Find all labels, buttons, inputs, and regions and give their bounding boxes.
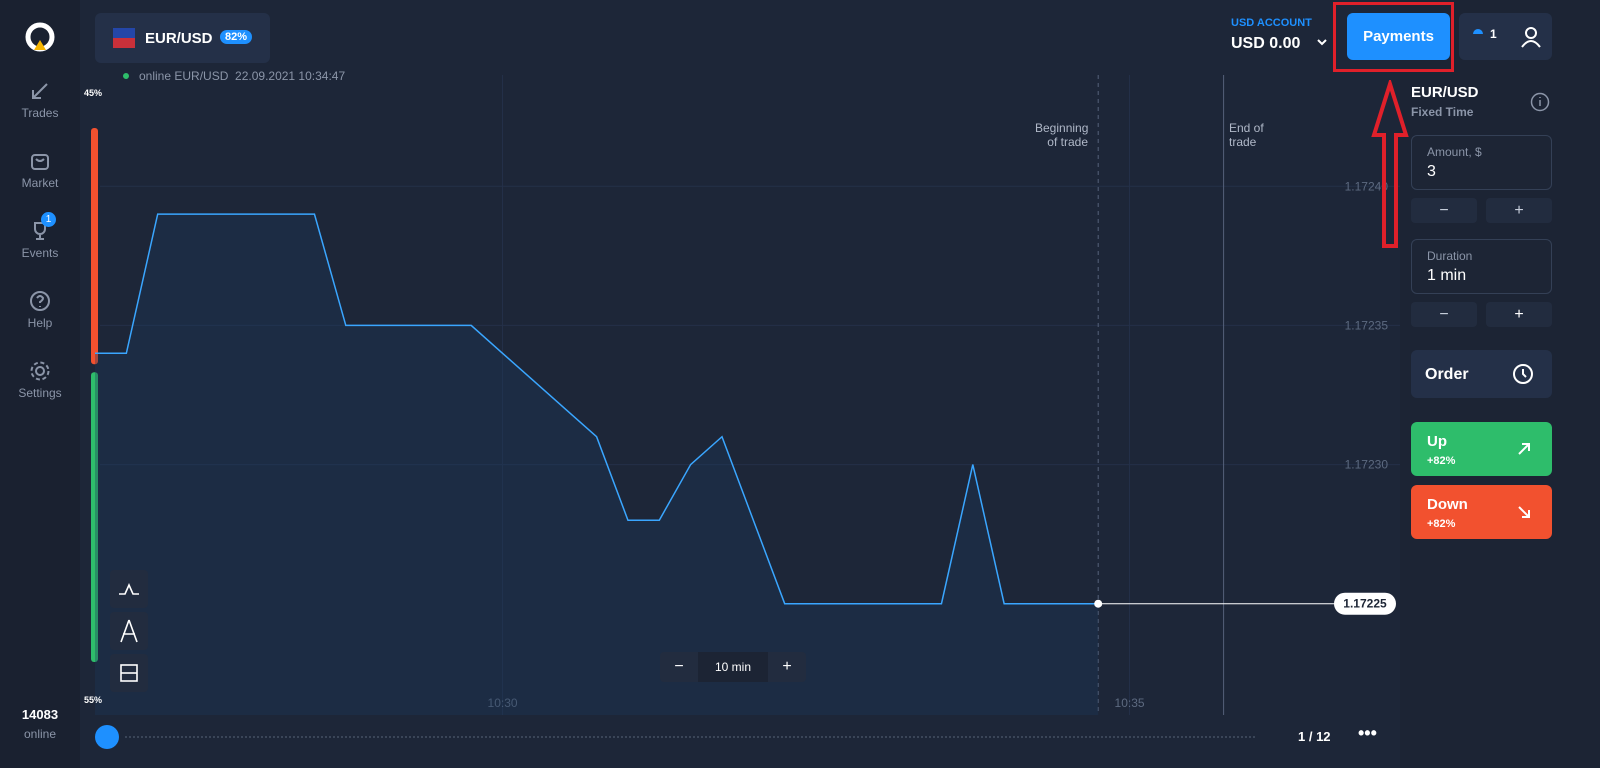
nav-trades[interactable]: Trades xyxy=(0,80,80,120)
clock-icon xyxy=(1513,364,1533,384)
panel-mode: Fixed Time xyxy=(1411,105,1474,119)
down-button[interactable]: Down +82% xyxy=(1411,485,1552,539)
amount-value: 3 xyxy=(1427,163,1436,180)
amount-label: Amount, $ xyxy=(1427,145,1482,159)
up-arrow xyxy=(1518,443,1530,455)
asset-tab[interactable]: EUR/USD 82% xyxy=(95,13,270,63)
amount-field[interactable]: Amount, $ 3 xyxy=(1411,135,1552,190)
duration-plus[interactable]: + xyxy=(1486,302,1552,327)
sentiment-down xyxy=(91,128,98,365)
zoom-control: − 10 min + xyxy=(660,652,806,682)
sidebar: Trades Market Events 1 Help Settings 140… xyxy=(0,0,80,768)
down-label: Down xyxy=(1427,496,1468,513)
events-badge: 1 xyxy=(41,212,56,227)
nav-label: Help xyxy=(27,316,53,330)
sentiment-up-label: 55% xyxy=(84,695,103,705)
online-label: online xyxy=(23,727,57,741)
timeframe[interactable]: 10 min xyxy=(698,652,768,682)
current-price-tag xyxy=(1334,592,1396,615)
annotation-end: End of trade xyxy=(1229,121,1264,149)
nav-help[interactable]: Help xyxy=(0,290,80,330)
nav-label: Trades xyxy=(21,106,59,120)
y-tick-label: 1.17235 xyxy=(1345,318,1389,332)
chart-type-button[interactable] xyxy=(110,570,148,608)
order-button[interactable]: Order xyxy=(1411,350,1552,398)
profile-icon[interactable] xyxy=(1519,25,1543,49)
duration-label: Duration xyxy=(1427,249,1473,263)
logo xyxy=(25,22,55,52)
drawing-button[interactable] xyxy=(110,612,148,650)
trades-icon xyxy=(1473,29,1483,34)
amount-minus[interactable]: − xyxy=(1411,198,1477,223)
highlight-box xyxy=(1333,2,1454,72)
down-arrow xyxy=(1518,506,1530,518)
info-icon[interactable] xyxy=(1530,92,1550,112)
up-button[interactable]: Up +82% xyxy=(1411,422,1552,476)
nav-events[interactable]: Events 1 xyxy=(0,212,80,260)
open-trades[interactable]: 1 xyxy=(1490,27,1497,41)
nav-settings[interactable]: Settings xyxy=(0,360,80,400)
price-line xyxy=(95,213,1099,605)
nav-label: Events xyxy=(21,246,59,260)
y-tick-label: 1.17230 xyxy=(1345,458,1389,472)
payments-button[interactable]: Payments xyxy=(1347,13,1450,60)
flag xyxy=(113,28,135,48)
asset-name: EUR/USD xyxy=(145,30,213,47)
nav-label: Settings xyxy=(18,386,62,400)
timeline xyxy=(125,736,1255,738)
nav-market[interactable]: Market xyxy=(0,150,80,190)
x-tick-label: 10:30 xyxy=(488,696,518,710)
duration-value: 1 min xyxy=(1427,267,1467,284)
asset-payout: 82% xyxy=(220,30,253,44)
nav-label: Market xyxy=(21,176,59,190)
sentiment-down-label: 45% xyxy=(84,88,103,98)
y-tick-label: 1.17240 xyxy=(1345,179,1389,193)
order-label: Order xyxy=(1425,366,1469,383)
down-payout: +82% xyxy=(1427,518,1456,530)
account-label: USD ACCOUNT xyxy=(1231,17,1312,29)
dropdown-caret[interactable] xyxy=(1316,38,1328,48)
arrow-annotation xyxy=(1371,80,1409,248)
plot-background xyxy=(80,0,1400,768)
page-indicator: 1 / 12 xyxy=(1298,729,1331,744)
online-count: 14083 xyxy=(21,707,59,722)
timeline-start[interactable] xyxy=(95,725,119,749)
duration-minus[interactable]: − xyxy=(1411,302,1477,327)
status-dot xyxy=(123,73,129,79)
annotation-begin: Beginning of trade xyxy=(1035,121,1089,149)
amount-plus[interactable]: + xyxy=(1486,198,1552,223)
duration-field[interactable]: Duration 1 min xyxy=(1411,239,1552,294)
user-box: 1 xyxy=(1459,13,1552,60)
layout-button[interactable] xyxy=(110,654,148,692)
price-area xyxy=(95,214,1099,715)
zoom-out[interactable]: − xyxy=(674,658,684,675)
current-price-dot xyxy=(1094,599,1103,608)
panel-asset: EUR/USD xyxy=(1411,84,1479,101)
status-text: online EUR/USD 22.09.2021 10:34:47 xyxy=(139,69,346,83)
current-price-label: 1.17225 xyxy=(1343,597,1387,611)
up-payout: +82% xyxy=(1427,455,1456,467)
more-button[interactable]: ••• xyxy=(1358,723,1377,743)
balance[interactable]: USD 0.00 xyxy=(1231,35,1301,52)
zoom-in[interactable]: + xyxy=(782,658,792,675)
x-tick-label: 10:35 xyxy=(1115,696,1145,710)
sentiment-up xyxy=(91,372,98,662)
up-label: Up xyxy=(1427,433,1447,450)
